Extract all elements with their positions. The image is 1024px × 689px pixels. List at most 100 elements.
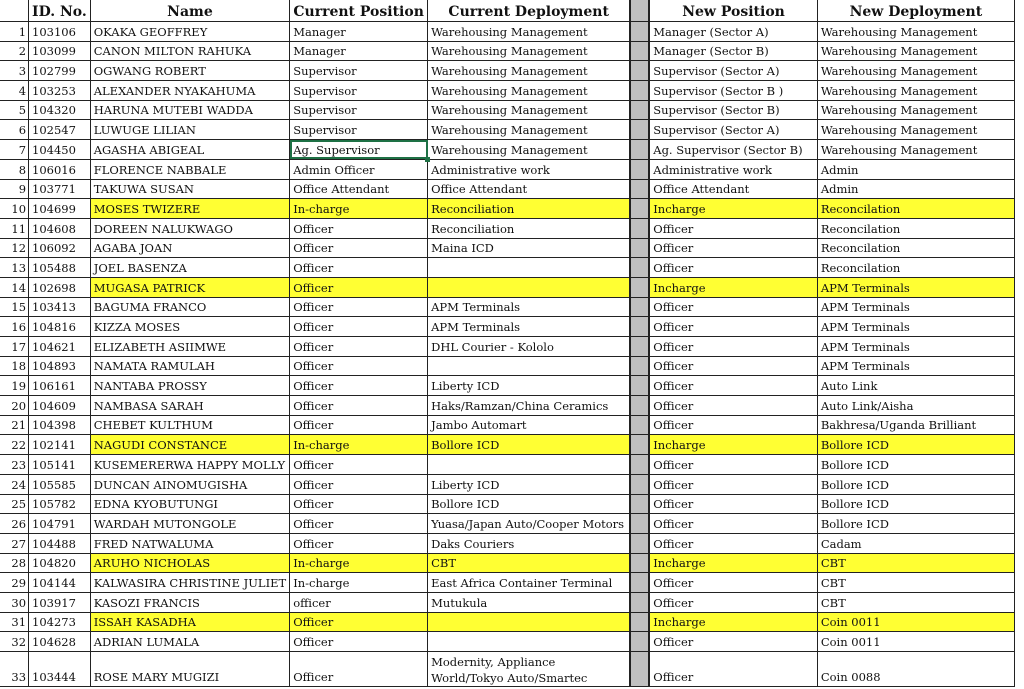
new-position-cell[interactable]: Officer bbox=[648, 493, 818, 515]
extra-cell[interactable] bbox=[1014, 592, 1024, 612]
current-deployment-cell[interactable] bbox=[427, 454, 631, 475]
row-number[interactable]: 27 bbox=[0, 532, 30, 554]
spacer-cell[interactable] bbox=[629, 434, 651, 456]
name-cell[interactable]: OGWANG ROBERT bbox=[89, 60, 291, 82]
id-cell[interactable]: 105488 bbox=[28, 257, 91, 278]
name-cell[interactable]: AGASHA ABIGEAL bbox=[89, 139, 291, 160]
extra-cell[interactable] bbox=[1014, 120, 1024, 140]
current-deployment-cell[interactable] bbox=[427, 276, 631, 298]
current-position-cell[interactable]: Office Attendant bbox=[289, 178, 429, 200]
new-position-cell[interactable]: Officer bbox=[648, 395, 818, 416]
new-position-cell[interactable]: Office Attendant bbox=[648, 178, 818, 200]
row-number[interactable]: 13 bbox=[0, 257, 30, 278]
id-cell[interactable]: 103253 bbox=[28, 80, 91, 101]
current-position-cell[interactable]: Officer bbox=[289, 493, 429, 515]
name-cell[interactable]: LUWUGE LILIAN bbox=[89, 119, 291, 141]
new-deployment-cell[interactable]: APM Terminals bbox=[816, 296, 1015, 318]
new-position-cell[interactable]: Incharge bbox=[648, 276, 818, 298]
current-deployment-cell[interactable]: Bollore ICD bbox=[427, 493, 631, 515]
new-deployment-cell[interactable]: Warehousing Management bbox=[816, 60, 1015, 82]
row-number[interactable]: 16 bbox=[0, 316, 30, 337]
current-position-cell[interactable]: Ag. Supervisor bbox=[289, 139, 431, 162]
current-position-cell[interactable]: Officer bbox=[289, 355, 429, 377]
current-deployment-cell[interactable]: Reconciliation bbox=[427, 198, 631, 219]
current-position-cell[interactable]: Officer bbox=[289, 276, 429, 298]
name-cell[interactable]: KUSEMERERWA HAPPY MOLLY bbox=[89, 454, 291, 475]
row-number[interactable]: 25 bbox=[0, 493, 30, 515]
new-position-cell[interactable]: Officer bbox=[648, 572, 818, 593]
header-extra[interactable] bbox=[1014, 0, 1024, 22]
current-deployment-cell[interactable]: DHL Courier - Kololo bbox=[427, 336, 631, 357]
new-position-cell[interactable]: Officer bbox=[648, 473, 818, 495]
current-position-cell[interactable]: Supervisor bbox=[289, 119, 429, 141]
current-position-cell[interactable]: Officer bbox=[289, 395, 429, 416]
new-deployment-cell[interactable]: Warehousing Management bbox=[816, 119, 1015, 141]
current-position-cell[interactable]: Officer bbox=[289, 631, 429, 652]
current-position-cell[interactable]: Supervisor bbox=[289, 60, 429, 82]
current-deployment-cell[interactable]: Reconciliation bbox=[427, 217, 631, 239]
name-cell[interactable]: BAGUMA FRANCO bbox=[89, 296, 291, 318]
extra-cell[interactable] bbox=[1014, 41, 1024, 61]
current-position-cell[interactable]: Officer bbox=[289, 257, 429, 278]
current-position-cell[interactable]: In-charge bbox=[289, 572, 429, 593]
new-position-cell[interactable]: Supervisor (Sector A) bbox=[648, 119, 818, 141]
new-position-cell[interactable]: Incharge bbox=[648, 198, 818, 219]
header-id[interactable]: ID. No. bbox=[28, 0, 91, 22]
extra-cell[interactable] bbox=[1014, 474, 1024, 494]
current-position-cell[interactable]: officer bbox=[289, 591, 429, 613]
name-cell[interactable]: NANTABA PROSSY bbox=[89, 375, 291, 397]
name-cell[interactable]: WARDAH MUTONGOLE bbox=[89, 513, 291, 534]
id-cell[interactable]: 103106 bbox=[28, 21, 91, 42]
new-position-cell[interactable]: Supervisor (Sector A) bbox=[648, 60, 818, 82]
current-deployment-cell[interactable] bbox=[427, 355, 631, 377]
new-position-cell[interactable]: Officer bbox=[648, 375, 818, 397]
new-deployment-cell[interactable]: Warehousing Management bbox=[816, 21, 1015, 42]
id-cell[interactable]: 104450 bbox=[28, 139, 91, 160]
name-cell[interactable]: HARUNA MUTEBI WADDA bbox=[89, 99, 291, 121]
current-deployment-cell[interactable]: Mutukula bbox=[427, 591, 631, 613]
new-deployment-cell[interactable]: Admin bbox=[816, 178, 1015, 200]
extra-cell[interactable] bbox=[1014, 218, 1024, 238]
extra-cell[interactable] bbox=[1014, 514, 1024, 534]
header-new-position[interactable]: New Position bbox=[648, 0, 818, 22]
id-cell[interactable]: 102698 bbox=[28, 276, 91, 298]
id-cell[interactable]: 104608 bbox=[28, 217, 91, 239]
id-cell[interactable]: 104488 bbox=[28, 532, 91, 554]
extra-cell[interactable] bbox=[1014, 612, 1024, 632]
row-number[interactable]: 30 bbox=[0, 591, 30, 613]
name-cell[interactable]: KASOZI FRANCIS bbox=[89, 591, 291, 613]
new-deployment-cell[interactable]: Auto Link bbox=[816, 375, 1015, 397]
spacer-cell[interactable] bbox=[629, 611, 651, 633]
current-deployment-cell[interactable] bbox=[427, 611, 631, 633]
new-deployment-cell[interactable]: APM Terminals bbox=[816, 336, 1015, 357]
id-cell[interactable]: 104609 bbox=[28, 395, 91, 416]
header-new-deployment[interactable]: New Deployment bbox=[816, 0, 1015, 22]
new-position-cell[interactable]: Officer bbox=[648, 513, 818, 534]
name-cell[interactable]: NAGUDI CONSTANCE bbox=[89, 434, 291, 456]
extra-cell[interactable] bbox=[1014, 22, 1024, 42]
id-cell[interactable]: 104320 bbox=[28, 99, 91, 121]
row-number[interactable]: 7 bbox=[0, 139, 30, 160]
current-position-cell[interactable]: Manager bbox=[289, 21, 429, 42]
name-cell[interactable]: DUNCAN AINOMUGISHA bbox=[89, 473, 291, 495]
new-position-cell[interactable]: Officer bbox=[648, 316, 818, 337]
extra-cell[interactable] bbox=[1014, 140, 1024, 160]
current-position-cell[interactable]: Officer bbox=[289, 237, 429, 259]
spacer-cell[interactable] bbox=[629, 119, 651, 141]
extra-cell[interactable] bbox=[1014, 573, 1024, 593]
spacer-cell[interactable] bbox=[629, 513, 651, 534]
extra-cell[interactable] bbox=[1014, 356, 1024, 376]
row-number[interactable]: 5 bbox=[0, 99, 30, 121]
spacer-cell[interactable] bbox=[629, 336, 651, 357]
new-deployment-cell[interactable]: Bakhresa/Uganda Brilliant bbox=[816, 414, 1015, 436]
name-cell[interactable]: CANON MILTON RAHUKA bbox=[89, 40, 291, 62]
row-number[interactable]: 23 bbox=[0, 454, 30, 475]
extra-cell[interactable] bbox=[1014, 317, 1024, 337]
name-cell[interactable]: ARUHO NICHOLAS bbox=[89, 552, 291, 574]
header-name[interactable]: Name bbox=[89, 0, 291, 22]
current-deployment-cell[interactable]: Administrative work bbox=[427, 158, 631, 180]
name-cell[interactable]: FRED NATWALUMA bbox=[89, 532, 291, 554]
new-deployment-cell[interactable]: Warehousing Management bbox=[816, 80, 1015, 101]
new-deployment-cell[interactable]: CBT bbox=[816, 572, 1015, 593]
name-cell[interactable]: ISSAH KASADHA bbox=[89, 611, 291, 633]
